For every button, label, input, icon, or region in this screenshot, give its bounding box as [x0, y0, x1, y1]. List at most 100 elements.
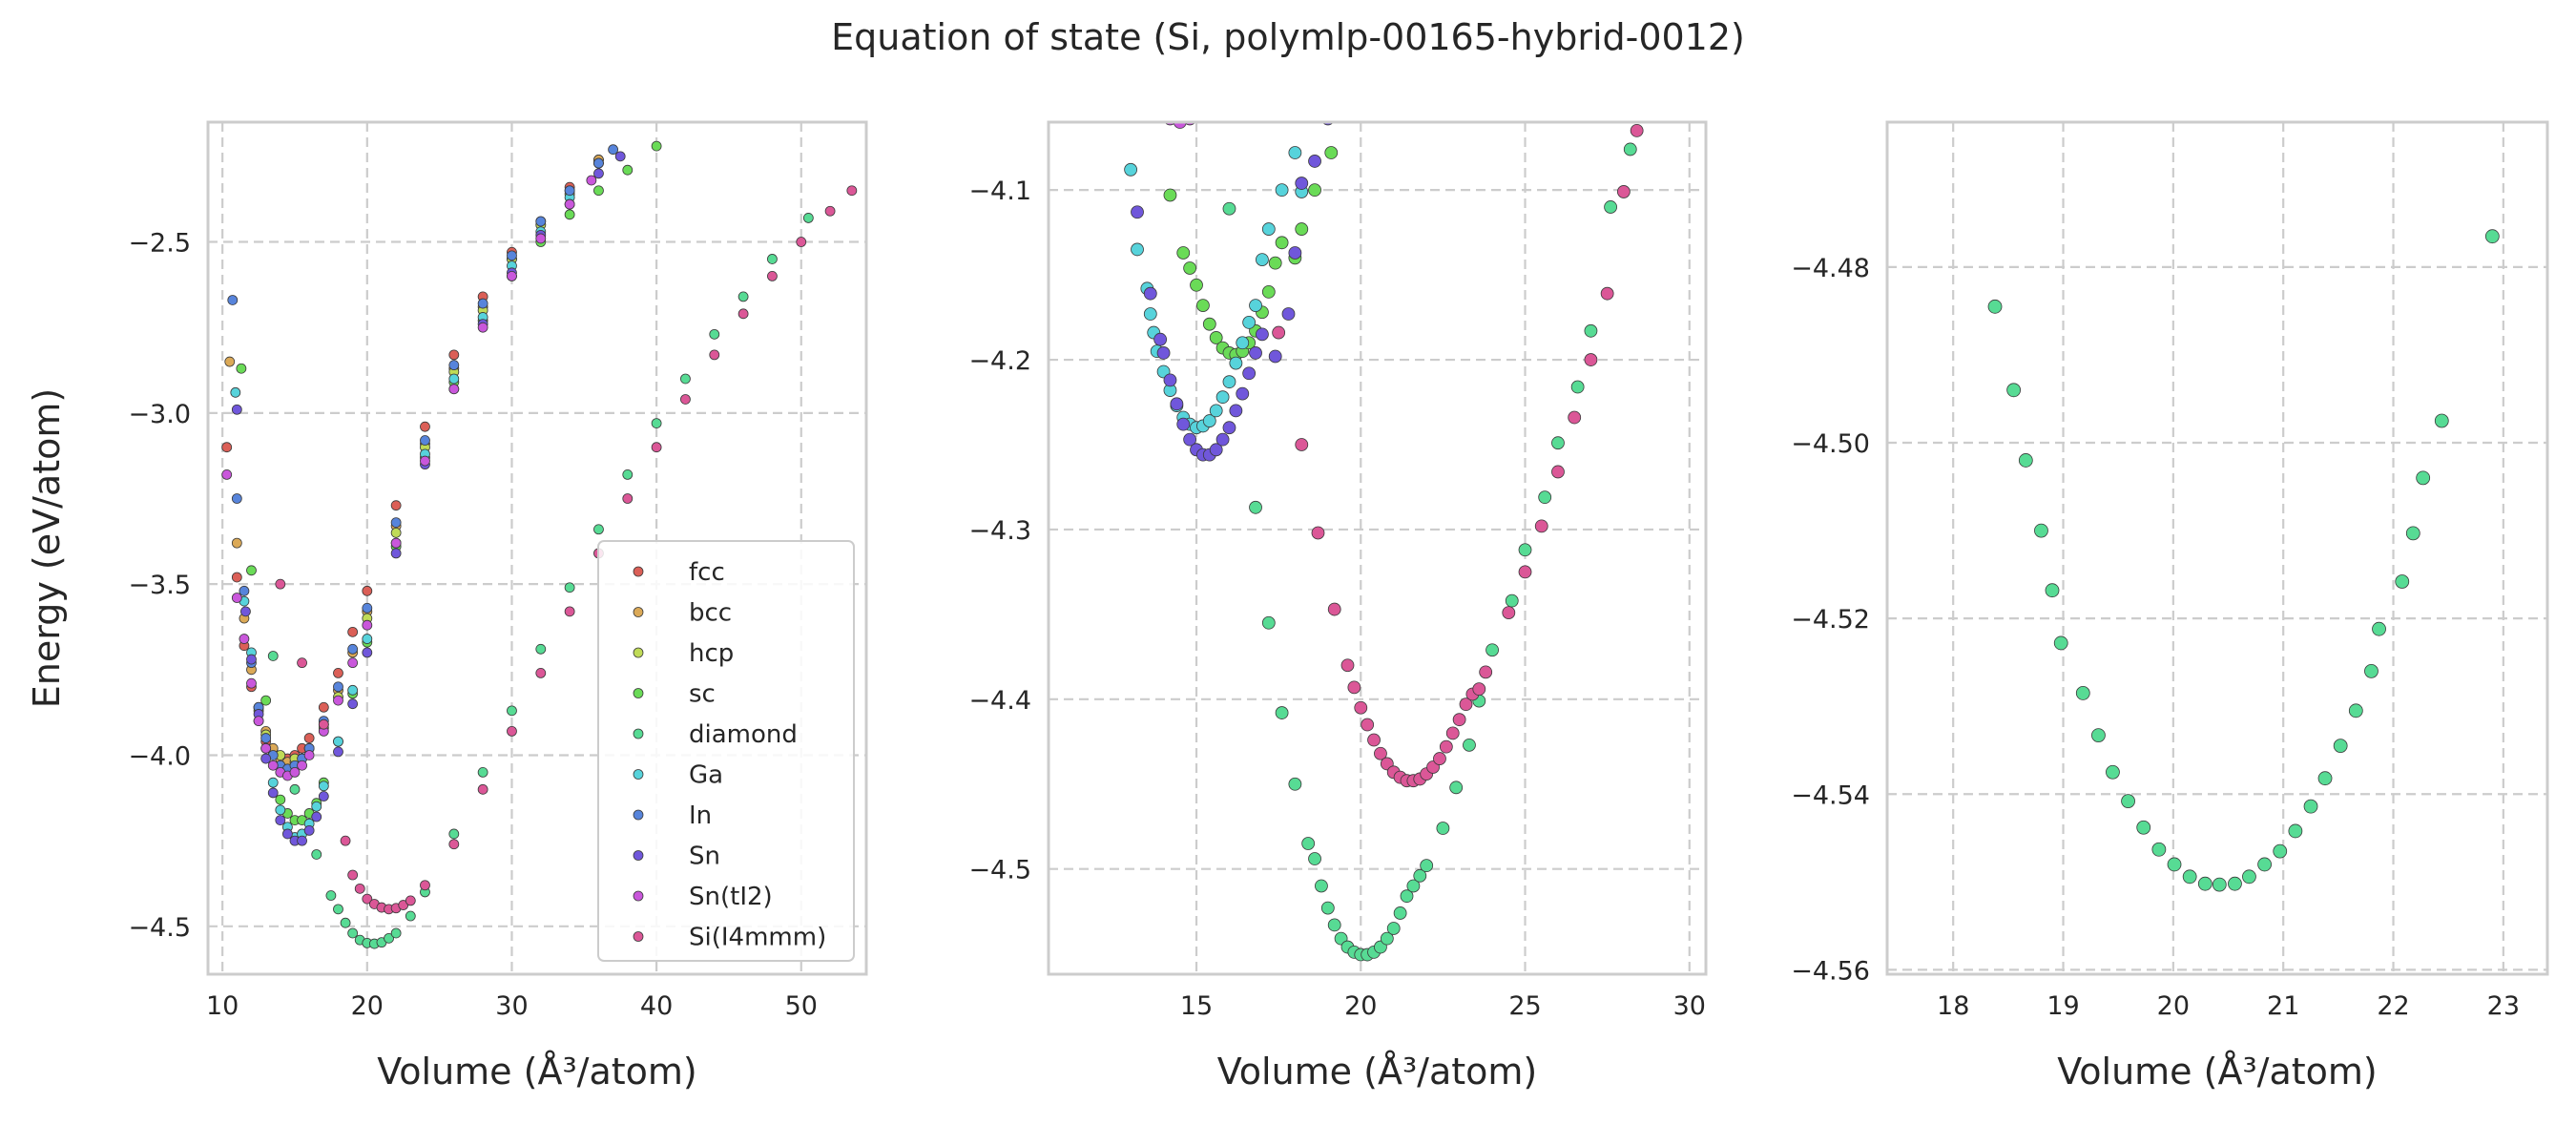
data-point: [267, 651, 279, 661]
data-point: [318, 718, 329, 730]
data-point: [311, 849, 322, 860]
data-point: [282, 828, 293, 840]
x-tick-label: 23: [2487, 991, 2520, 1021]
data-point: [1308, 155, 1321, 168]
x-axis-label: Volume (Å³/atom): [2057, 1051, 2378, 1093]
data-point: [1445, 726, 1460, 740]
data-point: [1518, 543, 1532, 557]
data-point: [1436, 822, 1450, 835]
data-point: [1209, 331, 1223, 344]
x-tick-label: 25: [1508, 991, 1541, 1021]
y-tick-label: −4.5: [968, 856, 1031, 885]
legend-label: hcp: [689, 639, 734, 668]
data-point: [2228, 876, 2242, 891]
series-in: [227, 144, 619, 775]
data-point: [1242, 366, 1257, 381]
data-point: [1439, 739, 1453, 754]
data-point: [448, 384, 460, 395]
data-point: [535, 643, 547, 655]
series-diamond: [1987, 229, 2500, 892]
data-point: [1534, 519, 1548, 533]
data-point: [507, 270, 517, 281]
data-point: [564, 209, 575, 220]
data-point: [1340, 658, 1355, 673]
data-point: [2484, 229, 2500, 244]
data-point: [477, 298, 488, 309]
data-point: [1327, 602, 1341, 616]
data-point: [362, 619, 373, 631]
data-point: [1209, 404, 1223, 418]
data-point: [1449, 781, 1464, 795]
data-point: [2006, 383, 2022, 398]
data-point: [1551, 465, 1565, 479]
data-point: [1275, 236, 1289, 250]
data-point: [420, 435, 430, 446]
data-point: [1156, 346, 1171, 360]
data-point: [224, 356, 236, 367]
data-point: [354, 883, 365, 894]
data-point: [275, 578, 286, 590]
data-point: [1308, 183, 1321, 198]
data-point: [347, 698, 359, 710]
data-point: [2364, 663, 2379, 678]
legend-label: diamond: [689, 720, 798, 749]
data-point: [767, 270, 778, 281]
legend-marker: [633, 688, 644, 698]
data-point: [275, 804, 286, 816]
series-si-i4mmm-: [1272, 123, 1644, 788]
data-point: [1143, 307, 1157, 321]
data-point: [231, 537, 242, 549]
data-point: [318, 781, 329, 792]
y-tick-label: −3.5: [128, 571, 191, 600]
data-point: [2405, 526, 2420, 541]
data-point: [1261, 284, 1276, 299]
data-point: [593, 524, 604, 535]
data-point: [1143, 286, 1157, 301]
data-point: [1236, 336, 1250, 350]
data-point: [1380, 931, 1394, 946]
x-tick-label: 20: [351, 991, 384, 1021]
data-point: [1406, 879, 1421, 893]
data-point: [651, 442, 662, 453]
data-point: [1295, 222, 1309, 236]
data-point: [297, 657, 307, 669]
data-point: [1176, 246, 1191, 260]
y-tick-label: −4.50: [1791, 429, 1870, 459]
data-point: [1354, 700, 1368, 715]
data-point: [1261, 615, 1276, 630]
x-tick-label: 15: [1180, 991, 1213, 1021]
data-point: [448, 360, 460, 371]
legend-label: Ga: [689, 761, 723, 790]
legend-marker: [633, 931, 644, 942]
data-point: [1131, 242, 1144, 257]
data-point: [535, 233, 547, 244]
data-point: [227, 295, 239, 305]
data-point: [2136, 820, 2151, 835]
data-point: [1229, 404, 1243, 418]
data-point: [564, 185, 575, 197]
panel-zoom-diamond-minimum: 18 19 20 21 22 23 −4.56 −4.54 −4.52 −4.50 −4.48 Vol…: [1791, 120, 2549, 1093]
data-point: [1256, 327, 1269, 342]
data-point: [535, 668, 547, 678]
x-tick-label: 21: [2267, 991, 2299, 1021]
data-point: [1261, 222, 1276, 236]
data-point: [651, 140, 662, 152]
data-point: [2303, 799, 2318, 814]
data-point: [260, 695, 272, 706]
data-point: [1202, 414, 1216, 427]
data-point: [1479, 665, 1493, 679]
data-point: [737, 308, 749, 320]
legend-label: Sn: [689, 843, 720, 871]
data-point: [1485, 643, 1499, 657]
data-point: [1275, 706, 1289, 719]
x-tick-label: 50: [785, 991, 818, 1021]
data-point: [1400, 889, 1414, 904]
data-point: [477, 322, 488, 333]
data-point: [1222, 201, 1236, 216]
data-point: [1202, 317, 1216, 331]
data-point: [614, 151, 626, 162]
data-point: [2212, 877, 2227, 892]
data-point: [507, 705, 517, 717]
data-point: [1249, 299, 1262, 313]
data-point: [390, 927, 402, 939]
